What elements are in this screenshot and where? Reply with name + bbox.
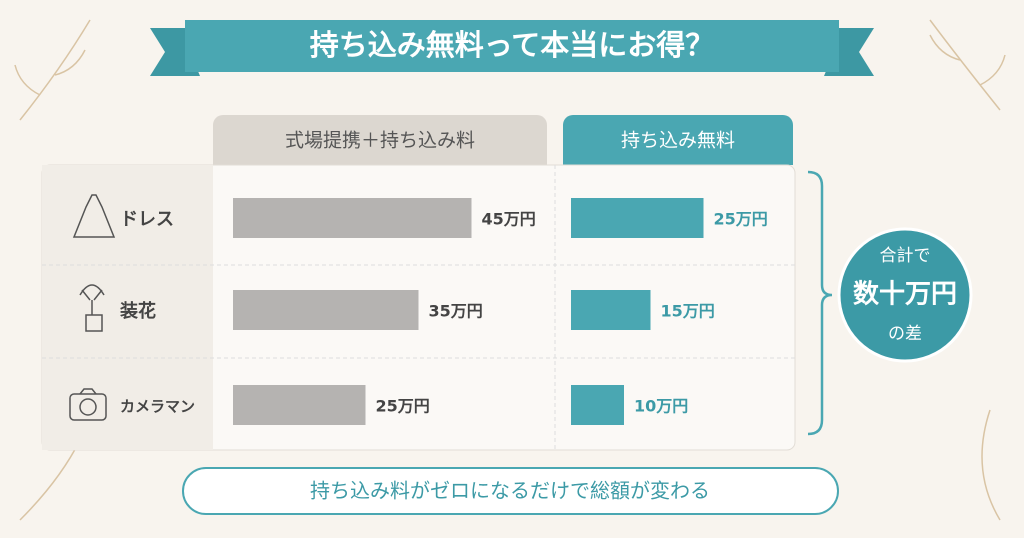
category-label: カメラマン [120, 398, 195, 416]
value-label: 10万円 [634, 397, 688, 416]
bar [233, 290, 419, 330]
brace [807, 170, 833, 436]
value-label: 25万円 [714, 210, 768, 229]
category-label: 装花 [120, 300, 156, 322]
value-label: 45万円 [482, 210, 536, 229]
annotation: 合計で [880, 246, 931, 266]
bar [571, 290, 651, 330]
bar [233, 198, 472, 238]
column-header [563, 115, 793, 165]
ribbon [185, 20, 839, 72]
value-label: 15万円 [661, 302, 715, 321]
footer-pill [182, 467, 839, 515]
icon [69, 194, 116, 421]
series-name: 持ち込み無料 [621, 130, 735, 152]
bar [233, 385, 366, 425]
title: 持ち込み無料って本当にお得？ [310, 28, 715, 62]
value-label: 35万円 [429, 302, 483, 321]
bar [571, 385, 624, 425]
callout-circle [837, 227, 973, 363]
footnote: 持ち込み料がゼロになるだけで総額が変わる [310, 479, 710, 503]
column-header [213, 115, 547, 165]
annotation: 数十万円 [853, 280, 957, 310]
value-label: 25万円 [376, 397, 430, 416]
bar [571, 198, 704, 238]
annotation: の差 [888, 324, 922, 344]
category-label: ドレス [120, 209, 174, 230]
series-name: 式場提携＋持ち込み料 [285, 130, 475, 152]
